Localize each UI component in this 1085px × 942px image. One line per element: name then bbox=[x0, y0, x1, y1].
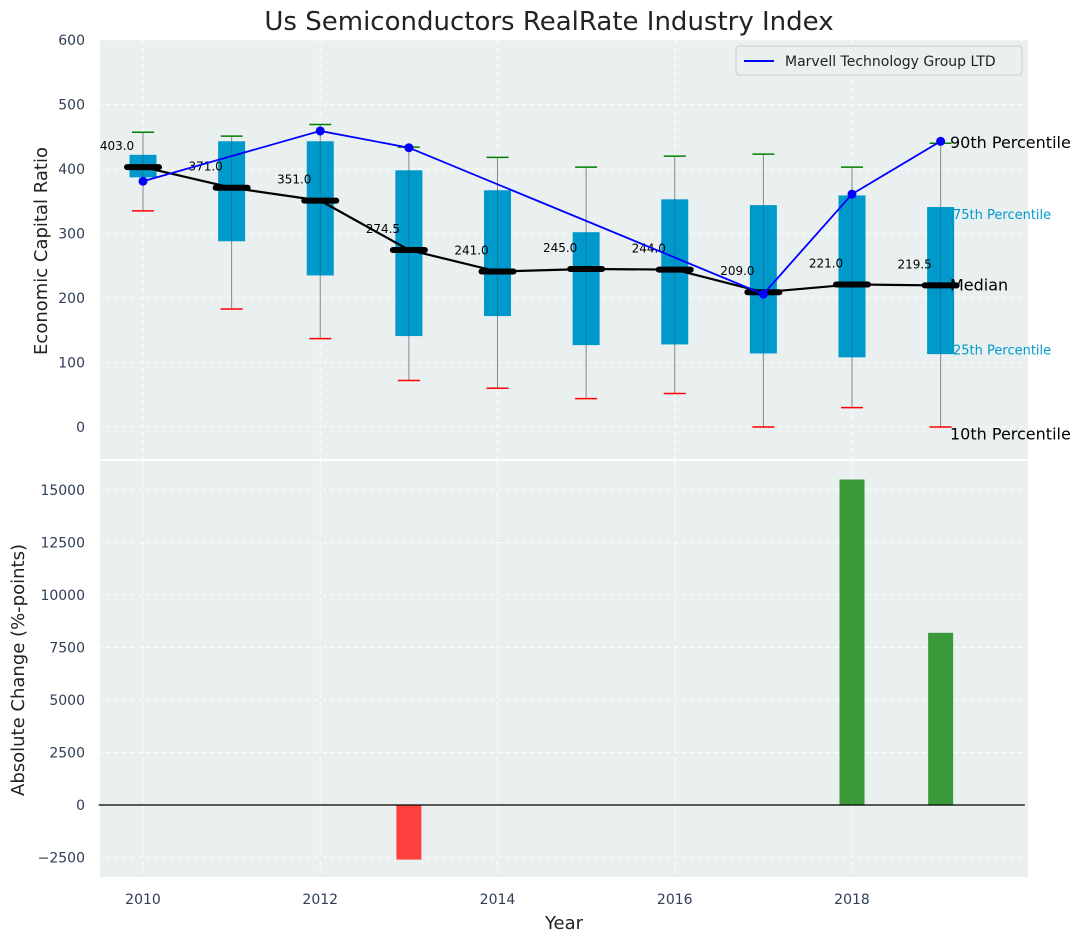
marvell-point-2018 bbox=[847, 189, 857, 199]
legend-label-marvell: Marvell Technology Group LTD bbox=[785, 54, 996, 70]
change-bar-2013 bbox=[396, 805, 422, 860]
x-tick-label-2018: 2018 bbox=[834, 892, 870, 908]
bottom-y-tick-label-0: 0 bbox=[76, 798, 85, 814]
bottom-y-tick-label-15000: 15000 bbox=[40, 483, 85, 499]
box-2014 bbox=[484, 156, 511, 390]
percentile-annotations: 90th Percentile 75th Percentile Median 25th… bbox=[950, 133, 1071, 444]
bottom-y-tick-label-5000: 5000 bbox=[49, 693, 85, 709]
box-2018 bbox=[838, 166, 866, 409]
top-y-ticks: 0 100 200 300 400 500 600 bbox=[58, 33, 85, 436]
x-tick-label-2012: 2012 bbox=[302, 892, 338, 908]
median-label-2014: 241.0 bbox=[454, 244, 488, 258]
marvell-point-2017 bbox=[758, 289, 768, 299]
median-label-2015: 245.0 bbox=[543, 241, 577, 255]
bottom-y-tick-label--2500: −2500 bbox=[38, 851, 85, 867]
x-tick-label-2016: 2016 bbox=[657, 892, 693, 908]
chart-title: Us Semiconductors RealRate Industry Inde… bbox=[264, 7, 833, 37]
median-label-2012: 351.0 bbox=[277, 173, 311, 187]
box-series bbox=[129, 123, 955, 428]
median-label-2011: 371.0 bbox=[188, 160, 222, 174]
x-ticks: 2010 2012 2014 2016 2018 bbox=[125, 892, 870, 908]
median-label-2017: 209.0 bbox=[720, 264, 754, 278]
top-y-tick-label-100: 100 bbox=[58, 356, 85, 372]
top-y-tick-label-0: 0 bbox=[76, 420, 85, 436]
top-y-tick-label-400: 400 bbox=[58, 162, 85, 178]
top-y-tick-label-300: 300 bbox=[58, 227, 85, 243]
bottom-y-tick-label-7500: 7500 bbox=[49, 641, 85, 657]
bottom-y-tick-label-12500: 12500 bbox=[40, 536, 85, 552]
annotation-3: 25th Percentile bbox=[953, 344, 1051, 359]
top-y-axis-label: Economic Capital Ratio bbox=[31, 147, 52, 355]
bottom-y-tick-label-10000: 10000 bbox=[40, 588, 85, 604]
box-2015 bbox=[572, 166, 600, 400]
x-tick-label-2010: 2010 bbox=[125, 892, 161, 908]
change-bars bbox=[98, 479, 1025, 860]
marvell-point-2012 bbox=[315, 126, 325, 136]
x-axis-label: Year bbox=[544, 913, 584, 934]
annotation-0: 90th Percentile bbox=[950, 133, 1071, 152]
top-y-tick-label-200: 200 bbox=[58, 291, 85, 307]
marvell-point-2013 bbox=[404, 143, 414, 153]
box-2012 bbox=[306, 123, 334, 340]
box-2019 bbox=[927, 142, 955, 428]
median-label-2010: 403.0 bbox=[100, 139, 134, 153]
box-2017 bbox=[749, 153, 777, 428]
median-label-2016: 244.0 bbox=[632, 242, 666, 256]
top-panel-background bbox=[100, 40, 1028, 459]
marvell-point-2019 bbox=[936, 136, 946, 146]
legend-box bbox=[735, 45, 1023, 76]
bottom-panel-background bbox=[100, 461, 1028, 877]
annotation-2: Median bbox=[950, 275, 1008, 294]
bottom-y-axis-label: Absolute Change (%-points) bbox=[8, 544, 29, 796]
top-y-tick-label-600: 600 bbox=[58, 33, 85, 49]
change-bar-2019 bbox=[928, 632, 954, 805]
marvell-series bbox=[138, 126, 946, 299]
median-trend-line bbox=[142, 165, 941, 294]
change-bar-2018 bbox=[839, 479, 865, 805]
legend: Marvell Technology Group LTD bbox=[735, 45, 1023, 76]
marvell-point-2010 bbox=[138, 176, 148, 186]
bottom-y-tick-label-2500: 2500 bbox=[49, 746, 85, 762]
marvell-line bbox=[142, 130, 942, 296]
median-label-2018: 221.0 bbox=[809, 256, 843, 270]
bottom-y-ticks: −2500 0 2500 5000 7500 10000 12500 15000 bbox=[38, 483, 85, 867]
x-tick-label-2014: 2014 bbox=[480, 892, 516, 908]
median-label-2019: 219.5 bbox=[897, 257, 931, 271]
median-line-group: 403.0 371.0 351.0 274.5 241.0 245.0 244.0 209.0… bbox=[100, 139, 960, 296]
annotation-4: 10th Percentile bbox=[950, 425, 1071, 444]
annotation-1: 75th Percentile bbox=[953, 208, 1051, 223]
top-y-tick-label-500: 500 bbox=[58, 98, 85, 114]
median-label-2013: 274.5 bbox=[366, 222, 400, 236]
